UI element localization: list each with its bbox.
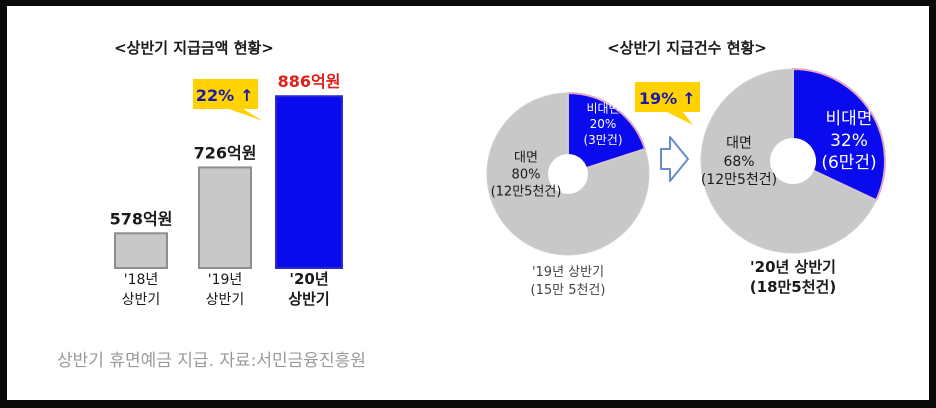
pie-slice-label: (6만건) xyxy=(821,153,876,173)
source-caption: 상반기 휴면예금 지급. 자료:서민금융진흥원 xyxy=(57,351,366,371)
bar-1 xyxy=(114,232,168,269)
bar-category-label: '20년 xyxy=(289,270,328,288)
arrow-up-icon: ↑ xyxy=(240,86,253,105)
pie-badge-percent: 19% xyxy=(639,89,677,108)
pie-slice-label: 비대면 xyxy=(586,102,619,116)
bar-3 xyxy=(275,95,343,270)
bar-value-label: 726억원 xyxy=(194,143,257,162)
infographic-canvas: <상반기 지급금액 현황> <상반기 지급건수 현황> 578억원 726억원 88… xyxy=(110,39,886,308)
bar-value-label: 886억원 xyxy=(278,72,341,91)
bar-growth-badge: 22% ↑ xyxy=(193,79,263,121)
bar-category-label: '18년 xyxy=(124,272,159,288)
bar-category-label: '19년 xyxy=(208,272,243,288)
pie-slice-label: (12만5천건) xyxy=(491,184,562,199)
pie-slice-label: 비대면 xyxy=(826,109,873,129)
pie-slice-label: 32% xyxy=(830,131,868,151)
bar-category-label: 상반기 xyxy=(206,292,245,308)
pie-slice-label: (12만5천건) xyxy=(701,172,777,188)
pie-slice-label: 68% xyxy=(723,154,754,170)
pie-slice-label: (3만건) xyxy=(583,133,622,147)
bar-chart-title: <상반기 지급금액 현황> xyxy=(114,39,274,57)
pie-slice-label: 대면 xyxy=(514,151,538,166)
pie-chart-title: <상반기 지급건수 현황> xyxy=(607,39,767,57)
pie-period-label: '20년 상반기 xyxy=(750,258,836,276)
arrow-right-icon xyxy=(660,136,689,182)
bar-value-label: 578억원 xyxy=(110,209,173,228)
arrow-up-icon: ↑ xyxy=(682,89,695,108)
pie-slice-label: 80% xyxy=(512,168,541,183)
bar-category-label: 상반기 xyxy=(122,292,161,308)
pie-period-label: '19년 상반기 xyxy=(532,265,604,280)
infographic-card: <상반기 지급금액 현황> <상반기 지급건수 현황> 578억원 726억원 88… xyxy=(7,6,929,400)
bar-badge-percent: 22% xyxy=(196,86,234,105)
pie-slice-label: 대면 xyxy=(726,136,752,152)
pie-center-hole xyxy=(770,138,816,184)
pie-period-label: (15만 5천건) xyxy=(531,283,606,298)
bar-category-label: 상반기 xyxy=(288,290,329,308)
bar-badge-bubble xyxy=(193,79,263,121)
bar-chart-plot: 578억원 726억원 886억원 xyxy=(110,72,343,270)
pie-badge-bubble xyxy=(635,82,700,125)
pie-slice-non-face-to-face xyxy=(567,91,647,176)
pie-period-label: (18만5천건) xyxy=(750,278,836,296)
pie-center-hole xyxy=(548,154,588,194)
pie-slice-non-face-to-face xyxy=(792,67,886,202)
pie-slice-label: 20% xyxy=(590,117,617,131)
pie-growth-badge: 19% ↑ xyxy=(635,82,700,125)
bar-2 xyxy=(198,166,252,269)
